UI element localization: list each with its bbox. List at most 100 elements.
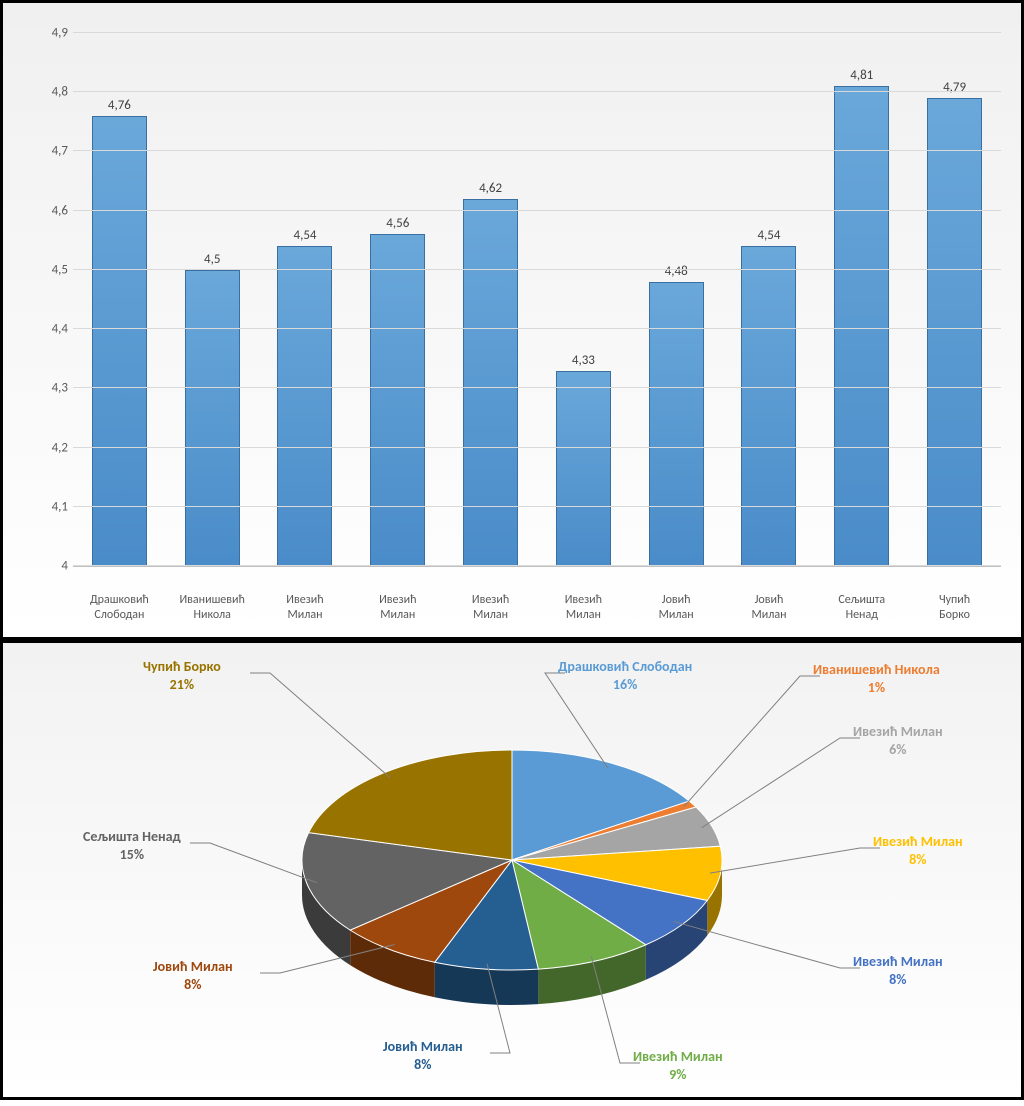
gridline [73,328,1001,329]
gridline [73,32,1001,33]
y-tick-label: 4,5 [28,262,68,277]
bar-wrapper: 4,81 [815,33,908,566]
y-tick-label: 4,9 [28,26,68,41]
pie-slice-label: Сељишта Ненад15% [83,828,181,864]
bar-wrapper: 4,76 [73,33,166,566]
y-tick-label: 4,7 [28,144,68,159]
gridline [73,506,1001,507]
pie-label-name: Ивезић Милан [633,1048,723,1066]
bar-chart-inner: 4,764,54,544,564,624,334,484,544,814,79 … [13,23,1011,627]
gridline [73,565,1001,566]
x-axis-labels: ДрашковићСлободанИванишевићНиколаИвезићМ… [73,593,1001,622]
bar [277,246,332,566]
pie-slice-label: Ивезић Милан9% [633,1048,723,1084]
bar-value-label: 4,48 [665,264,688,279]
gridline [73,447,1001,448]
bar [370,234,425,566]
y-tick-label: 4,2 [28,440,68,455]
bar-value-label: 4,54 [293,228,316,243]
bar-value-label: 4,62 [479,181,502,196]
pie-label-percent: 8% [853,971,943,989]
gridline [73,150,1001,151]
pie-label-percent: 15% [83,846,181,864]
bar-value-label: 4,5 [204,252,220,267]
x-tick-label: ИвезићМилан [259,593,352,622]
bar-wrapper: 4,62 [444,33,537,566]
pie-slice-label: Јовић Милан8% [383,1038,463,1074]
bar-wrapper: 4,79 [908,33,1001,566]
pie-leader-line [190,843,317,883]
pie-label-name: Јовић Милан [383,1038,463,1056]
pie-slice-label: Чупић Борко21% [143,658,221,694]
pie-label-percent: 8% [153,976,233,994]
pie-slice-label: Ивезић Милан8% [873,833,963,869]
bar-wrapper: 4,5 [166,33,259,566]
y-tick-label: 4 [28,559,68,574]
pie-svg [0,640,1024,1100]
x-tick-label: ИвезићМилан [351,593,444,622]
y-tick-label: 4,1 [28,499,68,514]
x-tick-label: ИвезићМилан [537,593,630,622]
x-tick-label: ЈовићМилан [723,593,816,622]
gridline [73,91,1001,92]
bar-value-label: 4,54 [757,228,780,243]
x-tick-label: ДрашковићСлободан [73,593,166,622]
pie-label-name: Чупић Борко [143,658,221,676]
pie-label-name: Драшковић Слободан [558,658,692,676]
pie-label-percent: 1% [813,679,940,697]
pie-slice-label: Иванишевић Никола1% [813,661,940,697]
y-tick-label: 4,8 [28,85,68,100]
pie-label-percent: 9% [633,1066,723,1084]
pie-label-name: Сељишта Ненад [83,828,181,846]
pie-leader-line [702,738,860,828]
bar-plot-area: 4,764,54,544,564,624,334,484,544,814,79 … [73,33,1001,567]
pie-chart: Драшковић Слободан16% Иванишевић Никола1%… [0,640,1024,1100]
pie-label-name: Ивезић Милан [853,953,943,971]
pie-slice-label: Јовић Милан8% [153,958,233,994]
bar-wrapper: 4,56 [351,33,444,566]
bar [185,270,240,566]
bar-value-label: 4,76 [108,98,131,113]
pie-label-percent: 8% [873,851,963,869]
x-tick-label: СељиштаНенад [815,593,908,622]
y-tick-label: 4,4 [28,322,68,337]
x-tick-label: ИванишевићНикола [166,593,259,622]
pie-leader-line [250,673,390,777]
pie-leader-line [710,848,880,873]
bar-chart: 4,764,54,544,564,624,334,484,544,814,79 … [0,0,1024,640]
bar [556,371,611,566]
bar [834,86,889,566]
bar-value-label: 4,81 [850,68,873,83]
pie-label-percent: 21% [143,676,221,694]
pie-label-percent: 6% [853,741,943,759]
pie-slice-label: Ивезић Милан8% [853,953,943,989]
pie-label-percent: 16% [558,676,692,694]
x-tick-label: ЈовићМилан [630,593,723,622]
gridline [73,387,1001,388]
bar-wrapper: 4,54 [259,33,352,566]
pie-label-percent: 8% [383,1056,463,1074]
bar [463,199,518,566]
x-tick-label: ЧупићБорко [908,593,1001,622]
pie-slice-label: Драшковић Слободан16% [558,658,692,694]
bar-wrapper: 4,54 [723,33,816,566]
bar-value-label: 4,79 [943,80,966,95]
y-tick-label: 4,6 [28,203,68,218]
x-tick-label: ИвезићМилан [444,593,537,622]
bar-value-label: 4,33 [572,353,595,368]
y-tick-label: 4,3 [28,381,68,396]
pie-leader-line [684,676,820,807]
pie-label-name: Јовић Милан [153,958,233,976]
pie-label-name: Иванишевић Никола [813,661,940,679]
bar-wrapper: 4,48 [630,33,723,566]
bar [92,116,147,566]
gridline [73,269,1001,270]
pie-label-name: Ивезић Милан [873,833,963,851]
pie-slice-label: Ивезић Милан6% [853,723,943,759]
bar [649,282,704,566]
bar-value-label: 4,56 [386,216,409,231]
bar [927,98,982,566]
gridline [73,210,1001,211]
bar [741,246,796,566]
bar-wrapper: 4,33 [537,33,630,566]
